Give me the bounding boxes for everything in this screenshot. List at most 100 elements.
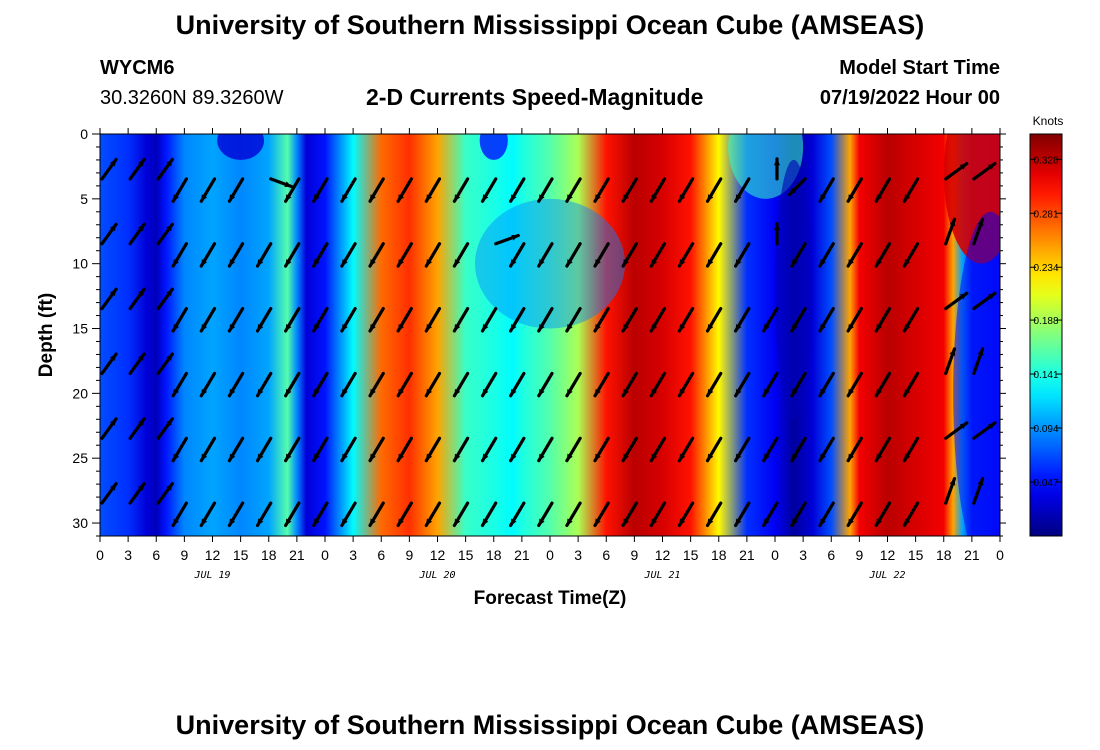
current-arrow [1002,423,1023,438]
colorbar-unit: Knots [1033,114,1064,128]
current-arrow [424,436,442,463]
colorbar [1029,133,1063,537]
current-arrow [100,352,118,376]
current-arrow [312,436,329,463]
current-arrow [227,371,245,398]
current-arrow [312,177,329,203]
y-tick-label: 25 [72,450,88,466]
x-tick-label: 18 [711,547,727,563]
surface-low-patch [217,134,265,160]
current-arrow [944,421,969,440]
current-arrow [621,242,638,268]
current-arrow [790,242,807,268]
current-arrow [100,157,118,181]
current-arrow [509,306,526,333]
current-arrow [649,501,667,528]
current-arrow [705,306,723,333]
x-tick-label: 21 [964,547,980,563]
current-arrow [340,501,357,528]
x-tick-label: 6 [152,547,160,563]
current-arrow [773,157,781,181]
current-arrow [734,371,751,398]
current-arrow [340,371,357,398]
x-tick-label: 15 [233,547,249,563]
day-label: JUL 20 [418,570,455,581]
current-arrow [128,482,146,505]
current-arrow [171,371,188,398]
current-arrow [649,371,667,398]
current-arrow [734,306,751,333]
current-arrow [1002,293,1023,308]
colorbar-tick-label: 0.188 [1033,316,1058,327]
current-arrow [972,217,985,246]
current-arrow [593,371,610,398]
x-tick-label: 12 [430,547,446,563]
current-arrow [480,501,498,528]
current-arrow [480,436,498,463]
current-arrow [773,222,781,246]
current-arrow [593,242,610,268]
colorbar-tick-label: 0.234 [1033,263,1058,274]
current-arrow [199,177,217,203]
current-arrow [199,242,217,268]
current-arrow [762,501,779,528]
current-arrow [846,177,863,203]
x-tick-label: 6 [377,547,385,563]
colorbar-tick-label: 0.281 [1033,209,1058,220]
current-arrow [227,177,245,203]
current-arrow [368,306,385,333]
current-arrow [312,242,329,268]
current-arrow [705,242,723,268]
current-arrow [100,417,118,440]
current-arrow [100,222,118,246]
current-arrow [818,242,835,268]
day-label: JUL 19 [193,570,230,581]
current-arrow [156,352,174,376]
current-arrow [677,371,695,398]
current-arrow [312,371,329,398]
current-arrow [128,417,146,440]
model-start-value: 07/19/2022 Hour 00 [819,87,1000,109]
deep-low-band [775,159,813,420]
current-arrow [452,242,470,268]
current-arrow [818,436,835,463]
y-tick-label: 15 [72,321,88,337]
current-arrow [156,157,174,181]
current-arrow [340,306,357,333]
current-arrow [368,371,385,398]
current-arrow [874,371,892,398]
x-tick-label: 15 [458,547,474,563]
current-arrow [944,217,957,246]
current-arrow [156,417,174,440]
day-label: JUL 22 [868,570,905,581]
current-arrow [509,371,526,398]
x-tick-label: 6 [827,547,835,563]
current-arrow [424,177,442,203]
current-arrow [284,306,301,333]
current-arrow [396,501,413,528]
x-tick-label: 0 [321,547,329,563]
current-arrow [199,306,217,333]
current-arrow [972,421,997,440]
current-arrow [368,177,385,203]
current-arrow [199,371,217,398]
current-arrow [846,306,863,333]
current-arrow [452,436,470,463]
current-arrow [944,291,969,311]
x-tick-label: 3 [349,547,357,563]
current-arrow [284,501,301,528]
current-arrow [255,436,273,463]
current-arrow [734,501,751,528]
current-arrow [284,436,301,463]
current-arrow [537,371,554,398]
current-arrow [593,436,610,463]
chart-title: 2-D Currents Speed-Magnitude [366,84,704,110]
current-arrow [902,177,920,203]
current-arrow [128,352,146,376]
y-tick-label: 5 [80,191,88,207]
current-arrow [734,177,751,203]
current-arrow [818,371,835,398]
current-arrow [269,177,294,189]
current-arrow [762,371,779,398]
current-arrow [621,306,638,333]
